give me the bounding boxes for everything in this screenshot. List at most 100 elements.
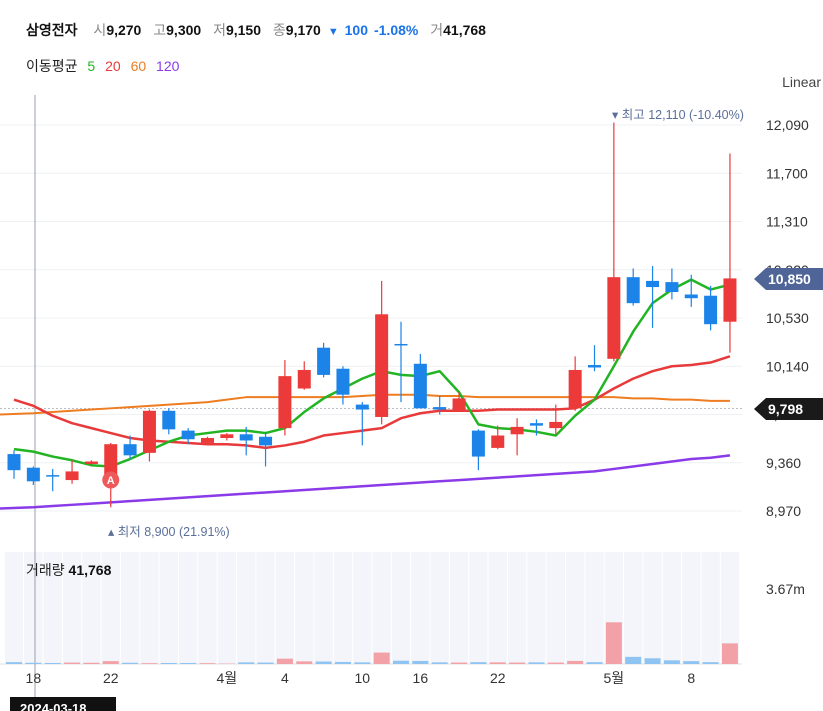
volume-bar-31 [605, 622, 622, 664]
candle-21 [413, 353, 427, 409]
candle-26 [510, 418, 524, 456]
ma-legend-label: 이동평균 [26, 58, 78, 74]
volume-bar-35 [683, 661, 700, 664]
volume-bar-20 [393, 660, 409, 664]
volume-bg-column [507, 552, 527, 664]
volume-bar-23 [451, 662, 468, 664]
candle-body [123, 444, 137, 456]
candle-body [259, 436, 273, 446]
x-tick-label: 5월 [604, 670, 625, 686]
x-tick-label: 16 [413, 670, 429, 686]
volume-bg-column [449, 552, 469, 664]
current-price-badge [754, 268, 823, 290]
candle-body [65, 471, 79, 481]
ma5-line [13, 278, 731, 468]
volume-bg-column [391, 552, 411, 664]
candle-28 [549, 404, 563, 435]
volume-bg-column [372, 552, 391, 664]
candle-13 [259, 431, 273, 467]
volume-bar-32 [625, 656, 642, 664]
candle-body [181, 430, 195, 440]
volume-bg-column [159, 552, 178, 664]
volume-bar-4 [83, 662, 100, 664]
y-tick-label: 11,700 [766, 165, 808, 181]
candle-body [549, 421, 563, 429]
candle-31 [607, 122, 621, 362]
candle-0 [7, 450, 21, 479]
volume-bar-19 [373, 652, 390, 664]
x-tick-label: 10 [355, 670, 371, 686]
candle-7 [142, 409, 156, 462]
volume-bg-column [82, 552, 101, 664]
candle-body [568, 369, 582, 409]
candle-body [394, 343, 408, 346]
candle-body [452, 398, 466, 411]
y-tick-label: 9,360 [766, 455, 801, 471]
moving-average-legend[interactable]: 이동평균 5 20 60 120 [26, 56, 185, 76]
volume-bar-3 [64, 662, 81, 664]
candle-25 [491, 425, 505, 450]
down-arrow-icon: ▼ [327, 26, 339, 38]
scale-mode-toggle[interactable]: Linear [782, 74, 821, 90]
ma120-line [0, 454, 731, 510]
volume-bar-26 [509, 662, 526, 664]
current-price-label: 10,850 [768, 271, 811, 287]
candle-11 [220, 433, 234, 441]
y-tick-label: 12,090 [766, 117, 809, 133]
open-value: 9,270 [106, 22, 142, 38]
y-tick-label: 8,970 [766, 503, 801, 519]
event-marker[interactable] [102, 471, 120, 489]
low-annotation: ▴ 최저 8,900 (21.91%) [108, 525, 230, 539]
volume-bg-column [198, 552, 217, 664]
candle-1 [26, 466, 40, 486]
volume-bar-29 [567, 660, 584, 664]
volume-bar-12 [238, 662, 255, 664]
candle-34 [665, 268, 679, 300]
candle-body [142, 410, 156, 453]
candle-29 [568, 356, 582, 411]
candle-2 [46, 468, 60, 492]
volume-bar-27 [528, 662, 545, 664]
volume-bg-column [565, 552, 585, 664]
volume-bg-column [314, 552, 333, 664]
candle-18 [355, 402, 369, 446]
volume-bar-13 [257, 662, 274, 664]
candle-body [375, 314, 389, 417]
volume-bar-33 [644, 658, 661, 664]
volume-panel-label: 거래량 41,768 [26, 560, 111, 580]
candle-body [317, 347, 331, 375]
change-value: 100 [344, 22, 368, 38]
volume-bg-column [217, 552, 237, 664]
candle-4 [84, 460, 98, 467]
candle-19 [375, 280, 389, 425]
candle-12 [239, 426, 253, 456]
volume-bar-5 [102, 661, 119, 664]
volume-bar-7 [141, 663, 158, 664]
close-value: 9,170 [285, 22, 321, 38]
low-value: 9,150 [225, 22, 262, 38]
candle-9 [181, 428, 195, 445]
x-tick-label: 22 [490, 670, 506, 686]
volume-bg-column [682, 552, 701, 664]
volume-bg-column [643, 552, 662, 664]
candle-body [239, 434, 253, 441]
candle-body [607, 277, 621, 359]
ma-period-20: 20 [105, 58, 121, 74]
y-tick-label: 10,140 [766, 358, 809, 374]
volume-bar-1 [25, 662, 42, 664]
candle-27 [529, 419, 543, 436]
volume-bg-column [546, 552, 565, 664]
candle-37 [723, 153, 737, 353]
volume-bar-34 [663, 660, 680, 664]
volume-bg-column [43, 552, 62, 664]
candle-33 [646, 266, 660, 328]
stock-name: 삼영전자 [26, 22, 78, 38]
volume-panel-title: 거래량 [26, 562, 65, 578]
candle-17 [336, 366, 350, 405]
candle-14 [278, 360, 292, 436]
volume-bar-2 [44, 662, 61, 664]
candle-body [704, 295, 718, 325]
candle-32 [626, 268, 640, 306]
candle-24 [471, 429, 485, 471]
